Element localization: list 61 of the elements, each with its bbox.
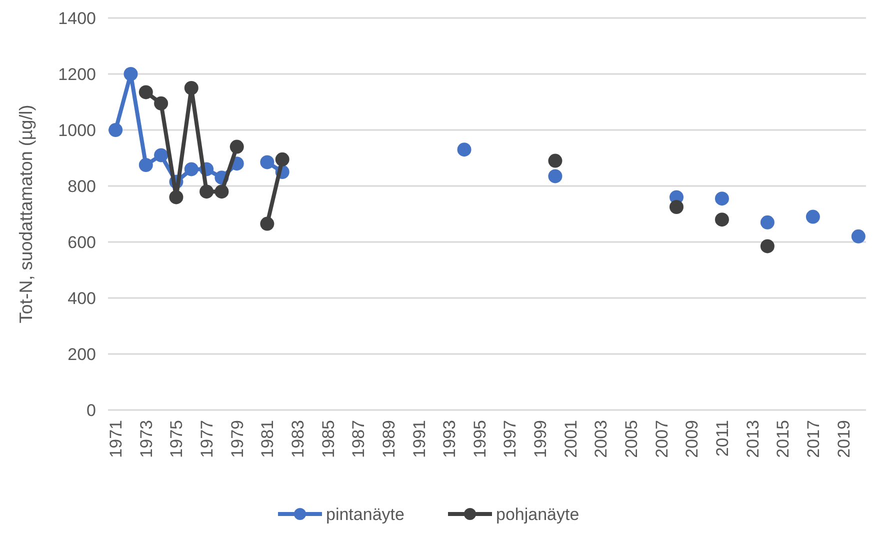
x-tick-label: 2011 [712,420,732,457]
x-tick-label: 2009 [682,420,702,458]
x-tick-label: 2001 [561,420,580,458]
point [760,239,774,254]
y-tick-label: 1200 [58,64,96,84]
point [169,190,184,204]
point [548,169,562,184]
point [200,184,214,199]
x-tick-label: 1973 [136,420,156,458]
x-tick-label: 2005 [622,420,642,458]
x-tick-label: 1985 [318,420,338,458]
point [714,192,729,206]
x-tick-label: 1993 [440,420,460,458]
point [806,210,820,224]
y-tick-label: 400 [68,288,96,308]
point [154,96,168,110]
point [548,154,562,168]
point [184,162,198,176]
point [714,212,729,227]
point [457,142,472,157]
point [108,123,123,137]
x-tick-label: 2003 [592,420,611,458]
y-axis-title: Tot-N, suodattamaton (µg/l) [16,104,36,324]
x-tick-label: 1983 [288,420,308,458]
point [275,152,290,166]
point [230,140,244,154]
point [138,85,153,100]
point [670,200,684,214]
x-tick-label: 1989 [379,420,398,458]
x-tick-label: 2019 [834,420,854,458]
x-tick-label: 2017 [804,420,823,458]
legend-label: pintanäyte [326,504,404,524]
x-tick-label: 1971 [106,420,126,458]
y-tick-label: 1000 [58,120,96,140]
point [138,158,153,172]
point [260,216,274,231]
x-tick-label: 1977 [198,420,217,458]
x-tick-label: 1995 [470,420,490,458]
legend-label: pohjanäyte [496,504,580,524]
point [124,67,138,81]
point [184,81,198,95]
x-tick-label: 1997 [500,420,520,458]
x-tick-label: 1981 [258,420,278,458]
y-tick-label: 0 [86,400,96,420]
x-tick-label: 1979 [228,420,247,458]
y-tick-label: 200 [68,344,96,364]
point [154,148,168,162]
y-tick-label: 600 [68,232,96,252]
x-tick-label: 2015 [774,420,793,458]
x-tick-label: 2013 [743,420,762,458]
x-tick-label: 1987 [349,420,368,458]
point [760,215,774,230]
point [260,155,274,170]
point [214,184,229,199]
x-tick-label: 1975 [167,420,186,458]
x-tick-label: 2007 [652,420,672,458]
x-tick-label: 1999 [531,420,550,458]
y-tick-label: 800 [68,176,96,196]
y-tick-label: 1400 [58,8,96,28]
x-tick-label: 1991 [410,420,429,458]
point [851,229,866,244]
